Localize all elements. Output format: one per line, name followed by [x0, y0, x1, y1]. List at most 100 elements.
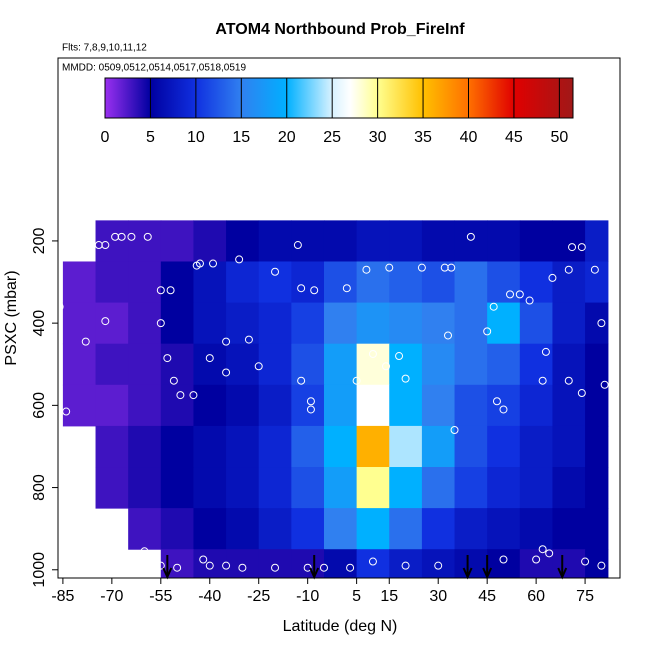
- heat-cell: [552, 508, 586, 550]
- heat-cell: [454, 549, 488, 579]
- chart-title: ATOM4 Northbound Prob_FireInf: [215, 21, 465, 38]
- heat-cell: [585, 425, 609, 468]
- heat-cell: [258, 302, 292, 345]
- heat-cell: [160, 425, 194, 468]
- heat-cell: [160, 384, 194, 427]
- heat-cell: [258, 343, 292, 386]
- heat-cell: [323, 261, 358, 304]
- data-point: [362, 265, 371, 274]
- data-point: [293, 241, 302, 250]
- data-point: [195, 259, 204, 268]
- heat-cell: [552, 261, 586, 304]
- x-tick-label: -40: [198, 588, 221, 605]
- data-point: [525, 296, 534, 305]
- heat-cell: [323, 467, 358, 509]
- y-tick-label: 1000: [31, 552, 48, 588]
- data-point: [75, 243, 84, 252]
- heat-cell: [226, 343, 260, 386]
- colorbar-tick-label: 0: [101, 129, 110, 146]
- heat-cell: [356, 425, 390, 468]
- data-point: [238, 563, 247, 572]
- x-tick-label: 45: [478, 588, 496, 605]
- data-point: [532, 555, 541, 564]
- data-point: [395, 352, 404, 361]
- heat-cell: [356, 549, 390, 579]
- heat-cell: [128, 261, 162, 304]
- heat-cell: [389, 384, 423, 427]
- heat-cell: [323, 425, 358, 468]
- heat-cell: [128, 343, 162, 386]
- data-point: [368, 349, 377, 358]
- heat-cell: [552, 302, 586, 345]
- heat-cell: [552, 220, 586, 262]
- data-point: [346, 563, 355, 572]
- y-tick-label: 800: [31, 474, 48, 501]
- heat-cell: [291, 384, 325, 427]
- data-point: [434, 561, 443, 570]
- data-point: [199, 555, 208, 564]
- heat-cell: [258, 220, 292, 262]
- heat-cell: [585, 384, 609, 427]
- heat-cell: [585, 549, 609, 579]
- heat-cell: [519, 425, 553, 468]
- heat-cell: [258, 425, 292, 468]
- heat-cell: [356, 467, 390, 509]
- heat-cell: [95, 343, 129, 386]
- data-point: [209, 259, 218, 268]
- data-point: [117, 232, 126, 241]
- heat-cell: [454, 261, 488, 304]
- data-point: [577, 243, 586, 252]
- heat-cell: [487, 549, 521, 579]
- heat-cell: [291, 467, 325, 509]
- heat-cell: [193, 261, 227, 304]
- heat-cell: [128, 425, 162, 468]
- colorbar-tick-label: 40: [460, 129, 478, 146]
- heat-cell: [519, 261, 553, 304]
- data-point: [205, 561, 214, 570]
- data-point: [156, 561, 165, 570]
- data-point: [564, 265, 573, 274]
- data-point: [101, 241, 110, 250]
- heat-cell: [519, 343, 553, 386]
- heat-cell: [421, 549, 456, 579]
- heat-cell: [356, 220, 390, 262]
- data-point: [450, 426, 459, 435]
- heat-cell: [258, 467, 292, 509]
- heat-cell: [585, 343, 609, 386]
- plot-frame: [57, 57, 621, 579]
- data-point: [545, 549, 554, 558]
- heat-cell: [95, 425, 129, 468]
- heat-cell: [552, 425, 586, 468]
- data-point: [466, 232, 475, 241]
- heat-cell: [258, 384, 292, 427]
- data-point: [101, 317, 110, 326]
- y-tick-label: 400: [31, 310, 48, 337]
- heat-cell: [193, 343, 227, 386]
- data-point: [499, 405, 508, 414]
- data-point: [205, 354, 214, 363]
- flight-arrow-head: [462, 567, 473, 580]
- heat-cell: [519, 220, 553, 262]
- y-tick-label: 600: [31, 392, 48, 419]
- colorbar-tick-label: 35: [414, 129, 432, 146]
- heat-cell: [226, 425, 260, 468]
- data-point: [489, 302, 498, 311]
- heat-cell: [160, 220, 194, 262]
- data-point: [541, 347, 550, 356]
- data-point: [222, 561, 231, 570]
- heat-cell: [454, 467, 488, 509]
- flight-arrow-head: [557, 567, 568, 580]
- flight-arrow-head: [482, 567, 493, 580]
- data-point: [506, 290, 515, 299]
- colorbar-tick-label: 25: [323, 129, 341, 146]
- heat-cell: [585, 220, 609, 262]
- data-point: [303, 563, 312, 572]
- heat-cell: [421, 467, 456, 509]
- heat-cell: [62, 302, 97, 345]
- data-point: [75, 489, 84, 498]
- data-point: [515, 290, 524, 299]
- data-point: [166, 286, 175, 295]
- heat-cell: [421, 384, 456, 427]
- heat-cell: [487, 467, 521, 509]
- heat-cell: [356, 302, 390, 345]
